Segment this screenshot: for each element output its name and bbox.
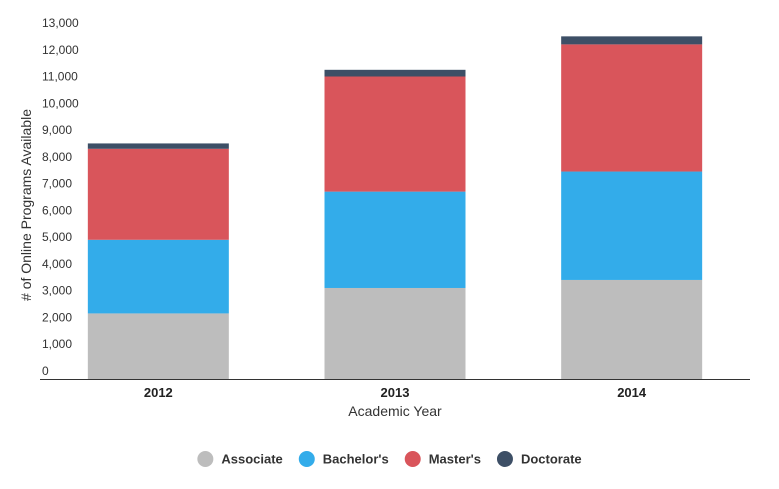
x-axis-ticks: 2012 2013 2014 [144, 385, 647, 400]
legend-swatch-doctorate [496, 451, 513, 467]
bar-segment-2014-bachelor-s [561, 171, 703, 280]
legend-label-doctorate: Doctorate [521, 452, 582, 467]
legend-swatch-associate [197, 451, 214, 467]
y-tick-label: 10,000 [42, 96, 79, 110]
y-axis-title: # of Online Programs Available [18, 109, 34, 301]
y-tick-label: 4,000 [42, 257, 72, 271]
y-tick-label: 3,000 [42, 284, 72, 298]
x-tick-label: 2014 [617, 385, 647, 400]
x-tick-label: 2012 [144, 385, 173, 400]
bar-segment-2013-associate [324, 287, 466, 379]
bar-segment-2012-associate [87, 313, 229, 379]
y-tick-label: 5,000 [42, 230, 72, 244]
legend-label-bachelor-s: Bachelor's [323, 452, 389, 467]
legend-swatch-bachelor-s [298, 451, 315, 467]
y-tick-label: 11,000 [42, 70, 78, 84]
x-tick-label: 2013 [381, 385, 410, 400]
legend-label-master-s: Master's [429, 452, 481, 467]
y-axis-ticks: 0 1,000 2,000 3,000 4,000 5,000 6,000 7,000 8,00… [42, 16, 79, 378]
bar-segment-2012-doctorate [87, 143, 229, 149]
y-tick-label: 8,000 [42, 150, 72, 164]
bar-segment-2014-doctorate [561, 36, 703, 45]
bar-segment-2014-master-s [561, 44, 703, 172]
bar-segment-2012-master-s [87, 148, 229, 240]
y-tick-label: 9,000 [42, 123, 72, 137]
legend-swatch-master-s [404, 451, 421, 467]
y-tick-label: 6,000 [42, 203, 72, 217]
y-tick-label: 7,000 [42, 177, 72, 191]
y-tick-label: 1,000 [42, 337, 72, 351]
x-axis-title: Academic Year [348, 403, 442, 419]
y-tick-label: 2,000 [42, 310, 72, 324]
y-tick-label: 12,000 [42, 43, 79, 57]
bar-segment-2013-master-s [324, 76, 466, 192]
y-tick-label: 0 [42, 364, 49, 378]
bar-segment-2013-doctorate [324, 69, 466, 77]
legend-label-associate: Associate [221, 452, 282, 467]
bar-segment-2013-bachelor-s [324, 191, 466, 288]
bars [87, 36, 703, 379]
bar-segment-2012-bachelor-s [87, 239, 229, 314]
legend: Associate Bachelor's Master's Doctorate [197, 451, 582, 467]
bar-segment-2014-associate [561, 279, 703, 379]
y-tick-label: 13,000 [42, 16, 79, 30]
